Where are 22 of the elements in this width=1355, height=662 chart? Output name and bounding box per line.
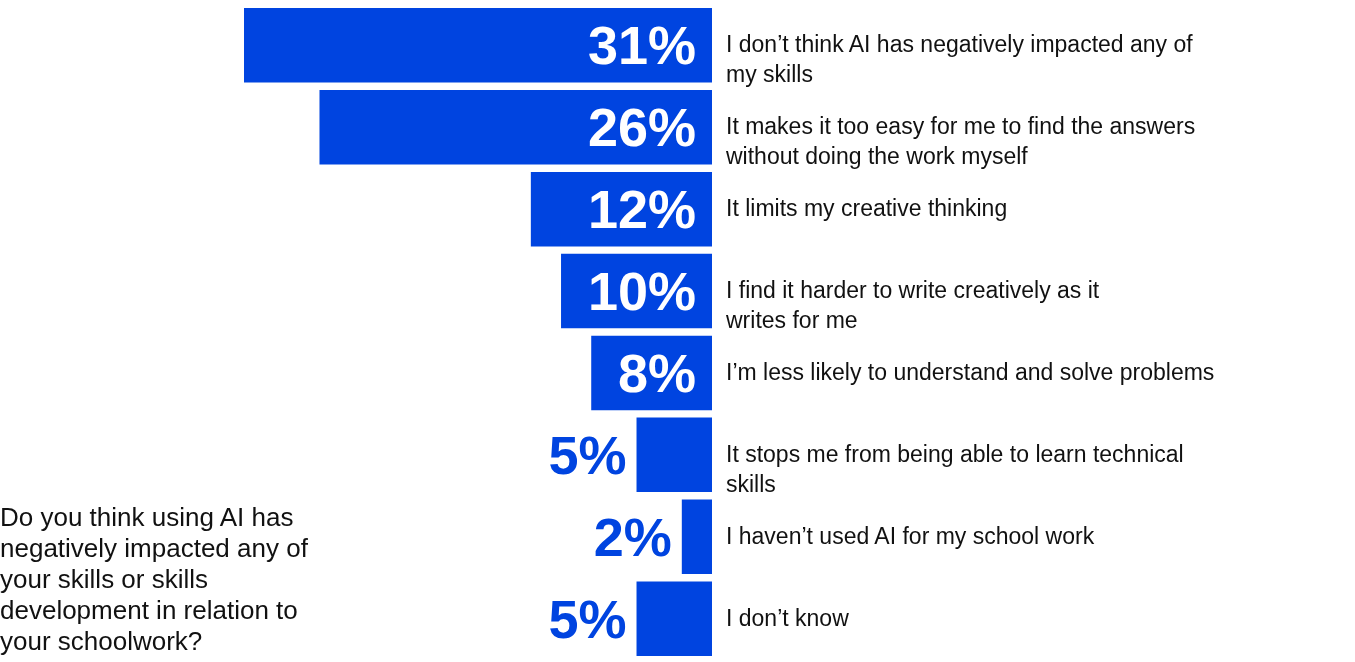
data-label: 31%: [587, 15, 696, 76]
y-tick-label: It limits my creative thinking: [726, 195, 1008, 221]
y-tick-label: I find it harder to write creatively as it writes for me: [725, 277, 1100, 333]
bar: [636, 581, 712, 656]
bar: [244, 8, 712, 83]
data-label: 12%: [587, 179, 696, 240]
data-label: 10%: [587, 261, 696, 322]
y-tick-label: It stops me from being able to learn technical skills: [726, 441, 1184, 497]
data-label: 8%: [617, 342, 696, 403]
y-tick-label: I don’t think AI has negatively impacted any of my skills: [726, 31, 1194, 87]
data-label: 5%: [548, 588, 627, 649]
data-label: 2%: [593, 506, 672, 567]
bar: [636, 417, 712, 493]
data-label: 26%: [587, 97, 696, 158]
y-tick-label: I’m less likely to understand and solve problems: [726, 359, 1215, 385]
bar: [319, 89, 712, 165]
text: Do you think using AI has negatively impacted any of your skills or skills development in relation to your schoolwork?: [0, 502, 309, 656]
data-label: 5%: [548, 424, 627, 485]
y-tick-label: I don’t know: [726, 605, 850, 631]
y-tick-label: I haven’t used AI for my school work: [726, 523, 1095, 549]
y-tick-label: It makes it too easy for me to find the answers without doing the work myself: [725, 113, 1196, 169]
bar: [681, 499, 712, 575]
